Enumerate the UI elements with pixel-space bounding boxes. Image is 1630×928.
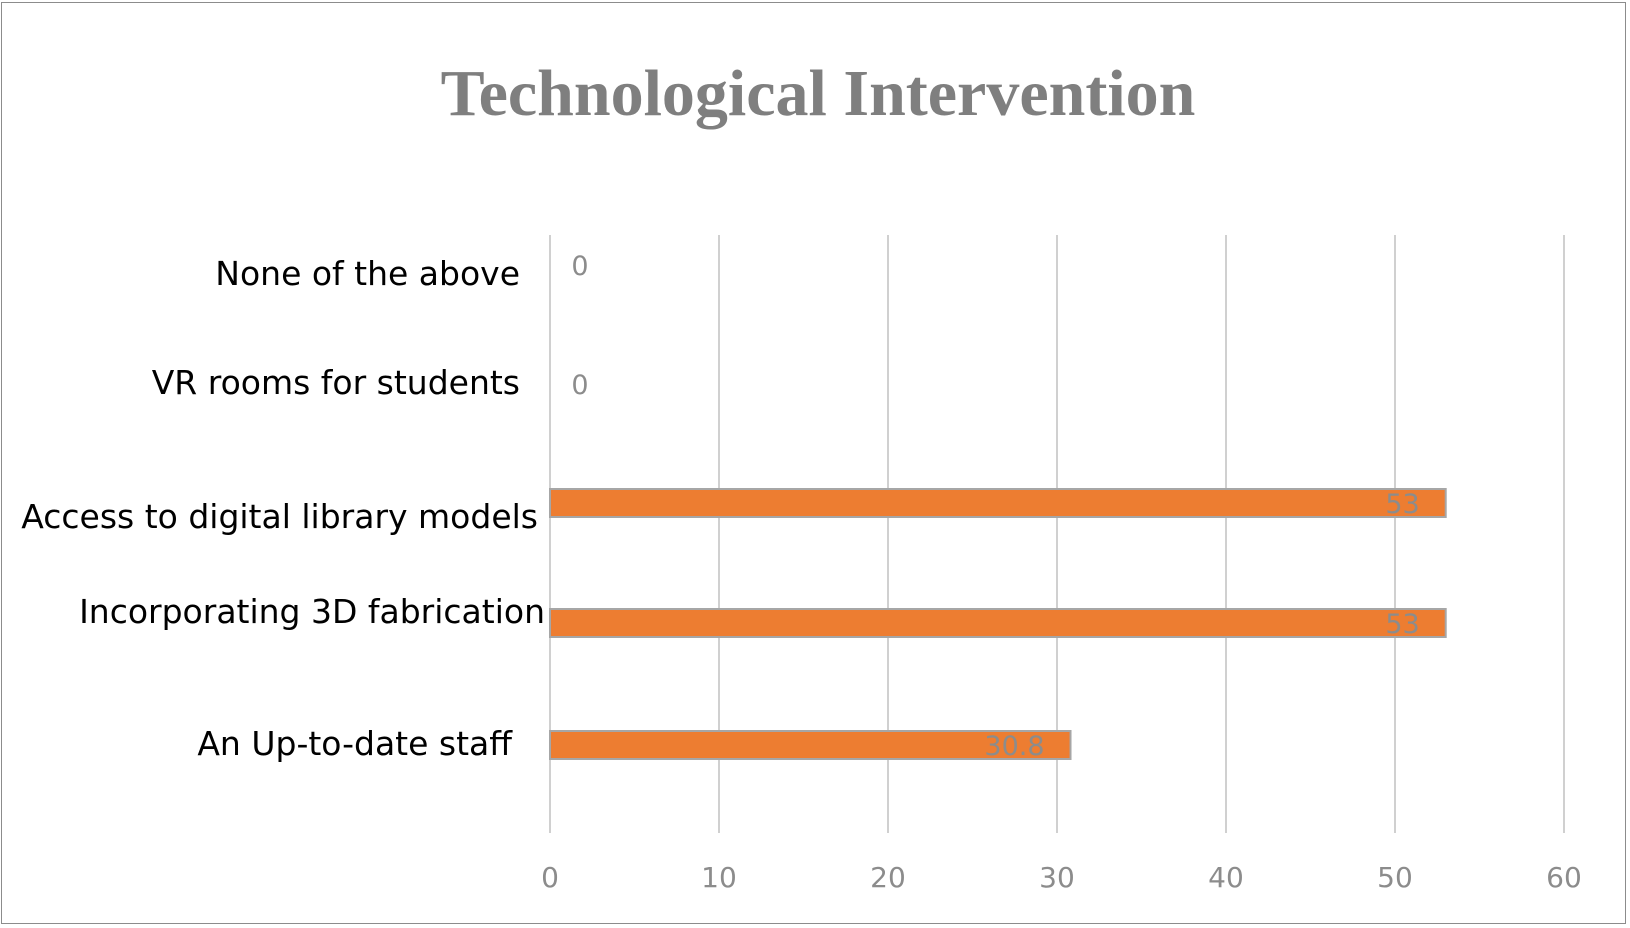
x-tick-label: 10 <box>701 861 737 894</box>
category-labels: None of the above VR rooms for students Ac… <box>21 254 545 763</box>
bar <box>549 488 1447 518</box>
gridlines <box>549 235 1565 833</box>
data-label: 30.8 <box>984 731 1044 762</box>
bar <box>549 730 1072 760</box>
x-tick-label: 50 <box>1377 861 1413 894</box>
category-label: Access to digital library models <box>21 497 538 536</box>
x-axis-ticks: 0 10 20 30 40 50 60 <box>541 861 1582 894</box>
category-label: None of the above <box>215 254 520 293</box>
x-tick-label: 20 <box>870 861 906 894</box>
x-tick-label: 40 <box>1208 861 1244 894</box>
bars: 0 0 53 53 30.8 <box>549 251 1447 762</box>
category-label: An Up-to-date staff <box>197 724 513 763</box>
category-label: VR rooms for students <box>152 363 520 402</box>
category-label: Incorporating 3D fabrication <box>79 592 545 631</box>
data-label: 53 <box>1385 609 1419 640</box>
data-label: 0 <box>571 251 588 282</box>
data-label: 53 <box>1385 489 1419 520</box>
chart: Technological Intervention 0 0 53 53 30.8 No… <box>21 57 1582 894</box>
chart-title: Technological Intervention <box>441 57 1196 130</box>
x-tick-label: 30 <box>1039 861 1075 894</box>
bar <box>549 608 1447 638</box>
x-tick-label: 60 <box>1546 861 1582 894</box>
data-label: 0 <box>571 370 588 401</box>
x-tick-label: 0 <box>541 861 559 894</box>
